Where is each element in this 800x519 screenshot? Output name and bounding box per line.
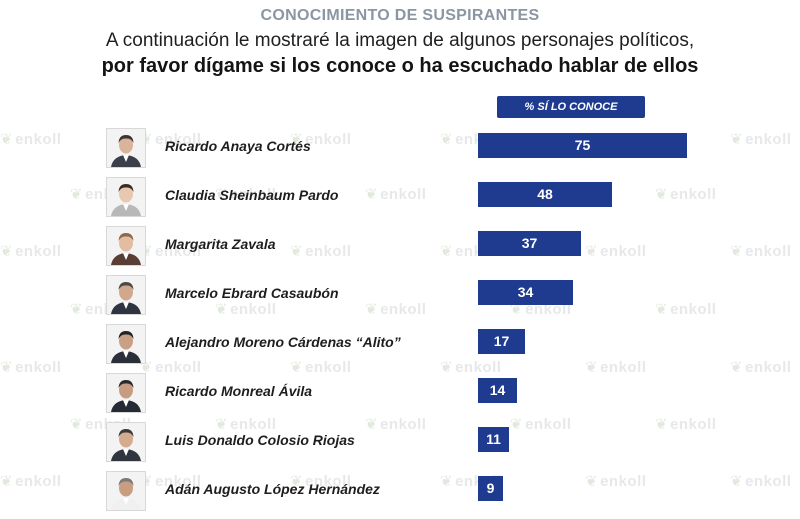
bar-value-label: 48 [537,186,553,202]
bar: 9 [478,476,503,501]
category-label: Claudia Sheinbaum Pardo [165,187,339,203]
bar-value-label: 37 [521,235,538,251]
bar: 34 [478,280,573,305]
bar-value-label: 11 [486,431,501,447]
bar: 37 [478,231,581,256]
person-photo [106,275,146,315]
person-photo [106,226,146,266]
person-photo [106,373,146,413]
chart-row: Marcelo Ebrard Casaubón 34 [0,273,800,317]
chart-title: CONOCIMIENTO DE SUSPIRANTES [260,7,540,24]
question-line-1: A continuación le mostraré la imagen de … [105,30,695,51]
bar: 14 [478,378,517,403]
category-label: Adán Augusto López Hernández [165,481,380,497]
bar-value-label: 17 [493,333,510,349]
category-label: Alejandro Moreno Cárdenas “Alito” [165,334,401,350]
chart-row: Margarita Zavala 37 [0,224,800,268]
bar-value-label: 75 [574,137,591,153]
person-photo [106,422,146,462]
person-photo [106,177,146,217]
person-photo [106,324,146,364]
bar: 75 [478,133,687,158]
person-photo [106,471,146,511]
category-label: Ricardo Monreal Ávila [165,383,313,399]
chart-row: Adán Augusto López Hernández 9 [0,469,800,513]
series-header: % SÍ LO CONOCE [497,96,645,118]
category-label: Ricardo Anaya Cortés [165,138,311,154]
bar: 11 [478,427,509,452]
category-label: Marcelo Ebrard Casaubón [165,285,339,301]
bar: 17 [478,329,525,354]
chart-row: Claudia Sheinbaum Pardo 48 [0,175,800,219]
bar-value-label: 9 [486,480,495,496]
category-label: Margarita Zavala [165,236,276,252]
chart-row: Ricardo Monreal Ávila 14 [0,371,800,415]
bar-value-label: 14 [489,382,506,398]
chart-row: Luis Donaldo Colosio Riojas 11 [0,420,800,464]
chart-row: Ricardo Anaya Cortés 75 [0,126,800,170]
chart-row: Alejandro Moreno Cárdenas “Alito” 17 [0,322,800,366]
person-photo [106,128,146,168]
bar: 48 [478,182,612,207]
category-label: Luis Donaldo Colosio Riojas [165,432,355,448]
question-line-2: por favor dígame si los conoce o ha escu… [101,55,699,77]
bar-value-label: 34 [517,284,534,300]
